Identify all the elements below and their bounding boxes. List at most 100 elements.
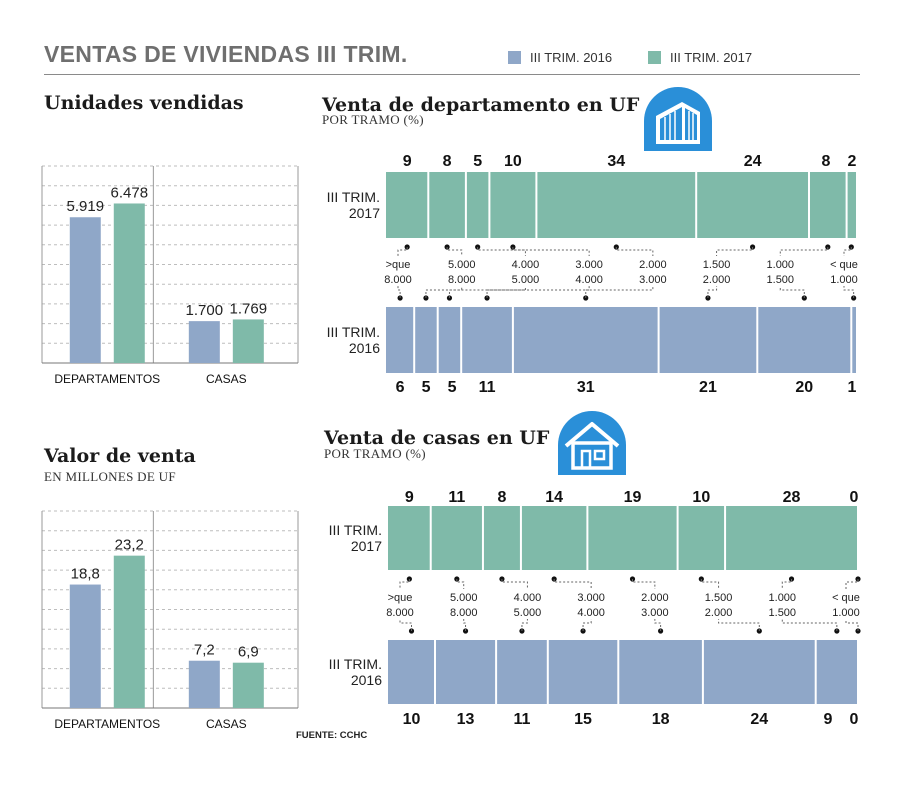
apt-row-label-2017: III TRIM.: [327, 189, 380, 205]
house-connector-line: [501, 579, 528, 589]
apartment-chart-title: Venta de departamento en UF: [322, 94, 640, 116]
value-bar-2016-0: [69, 584, 101, 708]
apt-value-2016-7: 1: [848, 379, 857, 396]
house-value-2016-7: 0: [850, 711, 859, 728]
apt-value-2017-4: 34: [607, 153, 625, 170]
apt-range-label-2: 4.000: [512, 259, 540, 271]
apt-value-2017-2: 5: [473, 153, 482, 170]
value-bar-2017-1: [232, 662, 264, 708]
apt-value-2016-5: 21: [699, 379, 717, 396]
house-range-label-6: 1.000: [769, 592, 797, 604]
apt-segment-2017-0: [386, 172, 429, 238]
house-range-label-3: 3.000: [577, 592, 605, 604]
value-data-label: 7,2: [194, 642, 215, 659]
value-data-label: 23,2: [115, 537, 144, 554]
house-segment-2017-2: [482, 506, 521, 570]
house-connector-line: [654, 619, 662, 631]
house-segment-2017-5: [677, 506, 726, 570]
house-range-label-2: 5.000: [514, 607, 542, 619]
apt-value-2017-7: 2: [848, 153, 857, 170]
units-category-label: CASAS: [206, 372, 247, 386]
apt-segment-2017-7: [846, 172, 856, 238]
apt-segment-2017-5: [696, 172, 809, 238]
house-value-2016-4: 18: [652, 711, 670, 728]
apt-value-2016-0: 6: [396, 379, 405, 396]
apt-range-label-7: 1.000: [830, 274, 858, 286]
building-icon: [644, 87, 712, 151]
apt-value-2016-2: 5: [448, 379, 457, 396]
apt-connector-line: [397, 286, 401, 298]
units-bar-2017-0: [113, 203, 145, 363]
apt-range-label-6: 1.500: [767, 274, 795, 286]
apt-row-label-2016: III TRIM.: [327, 324, 380, 340]
house-icon: [558, 411, 626, 475]
house-range-label-0: 8.000: [386, 607, 414, 619]
apt-connector-line: [779, 286, 805, 298]
apt-row-label-2017: 2017: [349, 205, 380, 221]
house-value-2017-7: 0: [850, 489, 859, 506]
apt-connector-line: [486, 286, 590, 298]
house-row-label-2016: III TRIM.: [329, 656, 382, 672]
house-range-label-7: 1.000: [832, 607, 860, 619]
house-range-label-4: 3.000: [641, 607, 669, 619]
apt-segment-2017-6: [809, 172, 847, 238]
apt-range-label-2: 5.000: [512, 274, 540, 286]
house-connector-line: [631, 579, 656, 589]
legend-item-2016: III TRIM. 2016: [508, 50, 612, 65]
house-connector-line: [582, 619, 592, 631]
apt-connector-line: [585, 286, 654, 298]
house-range-label-1: 5.000: [450, 592, 478, 604]
value-category-label: DEPARTAMENTOS: [54, 717, 160, 731]
house-segment-2016-6: [815, 640, 858, 704]
house-row-label-2017: III TRIM.: [329, 522, 382, 538]
house-value-2016-5: 24: [750, 711, 768, 728]
apt-range-label-3: 4.000: [575, 274, 603, 286]
value-data-label: 6,9: [238, 644, 259, 661]
legend-swatch-2017: [648, 51, 661, 64]
apt-value-2017-0: 9: [403, 153, 412, 170]
units-bar-2016-1: [188, 321, 220, 363]
apt-segment-2017-1: [428, 172, 466, 238]
apt-range-label-6: 1.000: [767, 259, 795, 271]
units-data-label: 1.769: [230, 300, 268, 317]
apt-connector-line: [446, 247, 463, 256]
house-segment-2016-1: [435, 640, 497, 704]
apt-segment-2016-7: [851, 307, 856, 373]
apt-value-2016-3: 11: [479, 379, 496, 396]
house-value-2017-6: 28: [783, 489, 801, 506]
apt-range-label-1: 5.000: [448, 259, 476, 271]
house-range-label-1: 8.000: [450, 607, 478, 619]
house-value-2017-3: 14: [545, 489, 563, 506]
apt-connector-line: [707, 286, 718, 298]
apt-connector-line: [512, 247, 590, 256]
value-bar-2016-1: [188, 660, 220, 708]
units-bar-2017-1: [232, 319, 264, 363]
apt-segment-2016-3: [461, 307, 513, 373]
apt-segment-2016-6: [757, 307, 852, 373]
house-range-label-6: 1.500: [769, 607, 797, 619]
house-connector-line: [463, 619, 467, 631]
house-connector-line: [456, 579, 465, 589]
apt-segment-2016-1: [414, 307, 438, 373]
house-segment-2016-2: [496, 640, 548, 704]
house-value-2017-0: 9: [405, 489, 414, 506]
house-value-2017-2: 8: [497, 489, 506, 506]
apt-connector-line: [615, 247, 654, 256]
apt-range-label-0: >que: [386, 259, 411, 271]
house-segment-2017-0: [388, 506, 431, 570]
apt-value-2017-5: 24: [744, 153, 762, 170]
apt-value-2016-4: 31: [577, 379, 595, 396]
house-chart-subtitle: POR TRAMO (%): [324, 446, 426, 461]
house-segment-2017-3: [520, 506, 588, 570]
house-connector-line: [521, 619, 528, 631]
house-range-label-4: 2.000: [641, 592, 669, 604]
apt-connector-line: [397, 247, 408, 256]
apartment-chart-subtitle: POR TRAMO (%): [322, 112, 424, 127]
house-range-label-5: 2.000: [705, 607, 733, 619]
house-value-2016-3: 15: [574, 711, 592, 728]
title-divider: [44, 74, 860, 75]
house-segment-2016-0: [388, 640, 435, 704]
value-bar-2017-0: [113, 555, 145, 708]
apt-segment-2017-2: [465, 172, 490, 238]
